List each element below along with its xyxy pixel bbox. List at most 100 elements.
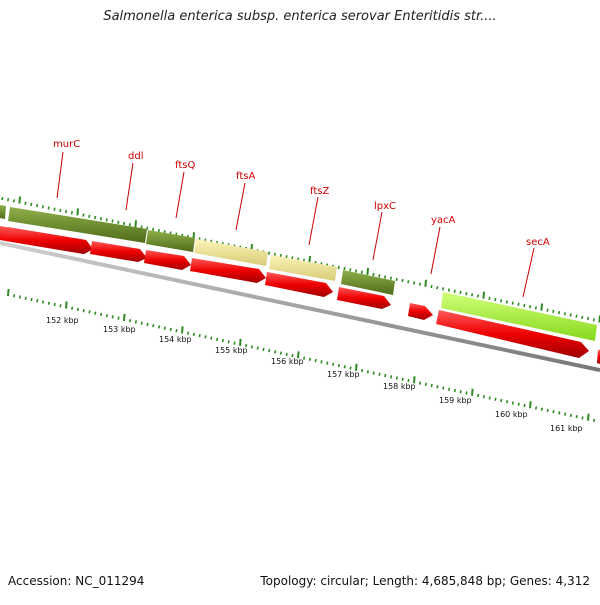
genome-stats-text: Topology: circular; Length: 4,685,848 bp… — [260, 574, 590, 588]
minor-tick — [18, 295, 21, 299]
minor-tick — [384, 275, 387, 279]
minor-tick — [534, 306, 537, 310]
accession-text: Accession: NC_011294 — [8, 574, 145, 588]
minor-tick — [430, 383, 433, 388]
minor-tick — [511, 301, 514, 305]
major-tick — [18, 196, 21, 204]
minor-tick — [395, 277, 398, 282]
minor-tick — [343, 365, 346, 369]
minor-tick — [285, 255, 288, 259]
minor-tick — [453, 388, 456, 393]
minor-tick — [42, 300, 45, 304]
minor-tick — [24, 201, 27, 205]
minor-tick — [558, 411, 561, 415]
minor-tick — [401, 278, 404, 283]
cds-arrow-3 — [90, 241, 147, 262]
svg-text:murC: murC — [53, 139, 80, 150]
minor-tick — [372, 371, 375, 375]
cds-arrow-7 — [337, 287, 391, 309]
minor-tick — [477, 393, 480, 398]
minor-tick — [30, 297, 33, 302]
minor-tick — [395, 376, 398, 380]
gene-label-lpxC: lpxC — [372, 201, 396, 261]
minor-tick — [12, 199, 15, 203]
minor-tick — [279, 253, 282, 258]
minor-tick — [488, 396, 491, 400]
minor-tick — [419, 381, 422, 385]
gene-label-murC: murC — [53, 139, 80, 199]
major-tick — [424, 279, 427, 287]
minor-tick — [500, 398, 503, 403]
minor-tick — [262, 347, 265, 352]
map-title: Salmonella enterica subsp. enterica sero… — [103, 9, 497, 24]
minor-tick — [372, 272, 375, 277]
minor-tick — [7, 198, 10, 202]
minor-tick — [268, 348, 271, 353]
minor-tick — [169, 327, 172, 332]
minor-tick — [158, 325, 161, 329]
minor-tick — [361, 368, 364, 373]
cds-arrow-9 — [436, 310, 589, 358]
major-tick — [7, 288, 10, 297]
cds-arrow-4 — [144, 250, 191, 270]
gene-bar-lpxC — [341, 270, 395, 295]
minor-tick — [389, 276, 392, 280]
minor-tick — [140, 321, 143, 325]
minor-tick — [494, 397, 497, 401]
minor-tick — [24, 296, 27, 300]
minor-tick — [314, 358, 317, 363]
minor-tick — [355, 269, 358, 273]
minor-tick — [146, 322, 149, 327]
svg-text:secA: secA — [526, 237, 550, 248]
minor-tick — [88, 214, 91, 218]
major-tick — [540, 303, 543, 311]
major-tick — [471, 388, 474, 396]
minor-tick — [581, 315, 584, 320]
minor-tick — [569, 413, 572, 418]
minor-tick — [337, 265, 340, 270]
gene-labels: murC ddl ftsQ ftsA ftsZ lpxC — [53, 139, 550, 298]
minor-tick — [552, 410, 555, 414]
cds-ring — [0, 226, 600, 364]
minor-tick — [76, 307, 79, 312]
minor-tick — [82, 213, 85, 217]
minor-tick — [540, 407, 543, 411]
minor-tick — [88, 310, 91, 314]
minor-tick — [198, 333, 201, 338]
minor-tick — [442, 386, 445, 390]
minor-tick — [558, 310, 561, 315]
major-tick — [482, 291, 485, 299]
minor-tick — [128, 223, 131, 227]
minor-tick — [129, 319, 132, 323]
minor-tick — [94, 215, 97, 220]
kbp-label: 153 kbp — [103, 325, 136, 334]
major-tick — [529, 401, 532, 409]
minor-tick — [36, 299, 39, 303]
minor-tick — [407, 280, 410, 284]
major-tick — [239, 338, 242, 346]
major-tick — [76, 208, 79, 216]
minor-tick — [99, 217, 102, 221]
minor-tick — [59, 304, 62, 308]
minor-tick — [471, 293, 474, 297]
minor-tick — [117, 316, 120, 320]
minor-tick — [424, 382, 427, 386]
minor-tick — [337, 363, 340, 368]
minor-tick — [303, 356, 306, 360]
kbp-label: 159 kbp — [439, 396, 472, 405]
minor-tick — [448, 387, 451, 391]
minor-tick — [384, 373, 387, 378]
minor-tick — [413, 281, 416, 285]
minor-tick — [320, 360, 323, 364]
gene-label-secA: secA — [522, 237, 550, 298]
svg-text:ddl: ddl — [128, 151, 143, 162]
minor-tick — [517, 402, 520, 406]
minor-tick — [500, 299, 503, 303]
kbp-label: 158 kbp — [383, 382, 416, 391]
minor-tick — [105, 314, 108, 318]
minor-tick — [291, 353, 294, 358]
minor-tick — [59, 208, 62, 213]
minor-tick — [157, 228, 160, 233]
